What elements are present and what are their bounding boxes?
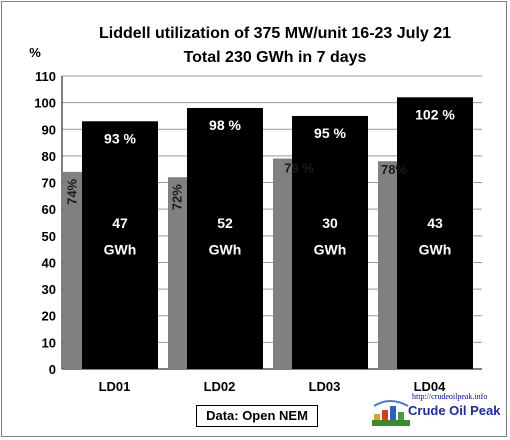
bar-series-2	[292, 115, 368, 369]
energy-unit-label: GWh	[419, 241, 452, 257]
energy-unit-label: GWh	[104, 241, 137, 257]
oil-pump-icon	[372, 400, 410, 426]
y-tick-label: 100	[34, 96, 56, 111]
logo-name-text: Crude Oil Peak	[408, 403, 501, 418]
x-category-label: LD04	[414, 379, 447, 394]
y-tick-label: 40	[42, 255, 56, 270]
y-tick-label: 110	[35, 69, 56, 84]
data-source-label: Data: Open NEM	[196, 405, 318, 427]
chart-title: Liddell utilization of 375 MW/unit 16-23…	[99, 25, 451, 42]
energy-value-label: 43	[427, 215, 443, 231]
y-tick-label: 90	[42, 122, 56, 137]
y-tick-label: 70	[42, 176, 56, 191]
bar-series-1	[63, 171, 82, 369]
y-tick-label: 20	[42, 309, 56, 324]
x-category-label: LD01	[99, 379, 131, 394]
y-axis-label: %	[29, 45, 41, 60]
data-label-series-1: 78%	[381, 162, 407, 177]
energy-unit-label: GWh	[314, 241, 347, 257]
energy-value-label: 52	[217, 215, 233, 231]
y-tick-label: 0	[49, 362, 56, 377]
y-tick-label: 50	[42, 229, 56, 244]
bar-series-2	[82, 121, 158, 369]
bar-series-2	[397, 97, 473, 370]
x-category-label: LD02	[204, 379, 236, 394]
logo-url-text: http://crudeoilpeak.info	[412, 392, 488, 401]
bar-series-2	[187, 107, 263, 370]
chart-subtitle: Total 230 GWh in 7 days	[184, 49, 367, 66]
bar-series-1	[273, 158, 292, 369]
data-label-series-1: 74%	[65, 178, 80, 204]
energy-value-label: 30	[322, 215, 338, 231]
energy-unit-label: GWh	[209, 241, 242, 257]
data-label-series-2: 95 %	[314, 125, 346, 141]
data-label-series-2: 102 %	[415, 106, 455, 122]
y-tick-label: 80	[42, 149, 56, 164]
bar-series-1	[378, 161, 397, 369]
x-category-label: LD03	[309, 379, 341, 394]
y-tick-label: 60	[42, 202, 56, 217]
data-label-series-1: 72%	[170, 184, 185, 210]
y-tick-label: 10	[42, 335, 56, 350]
y-tick-label: 30	[42, 282, 56, 297]
data-label-series-2: 93 %	[104, 130, 136, 146]
bar-series-1	[168, 177, 187, 369]
energy-value-label: 47	[112, 215, 128, 231]
data-label-series-2: 98 %	[209, 117, 241, 133]
data-label-series-1: 79 %	[284, 161, 314, 176]
plot-area: 0 10 20 30 40 50 60 70 80 90 100 110 93 % 47 GWh 74% LD0…	[34, 69, 482, 394]
crude-oil-peak-logo: http://crudeoilpeak.info Crude Oil Peak	[372, 392, 502, 432]
